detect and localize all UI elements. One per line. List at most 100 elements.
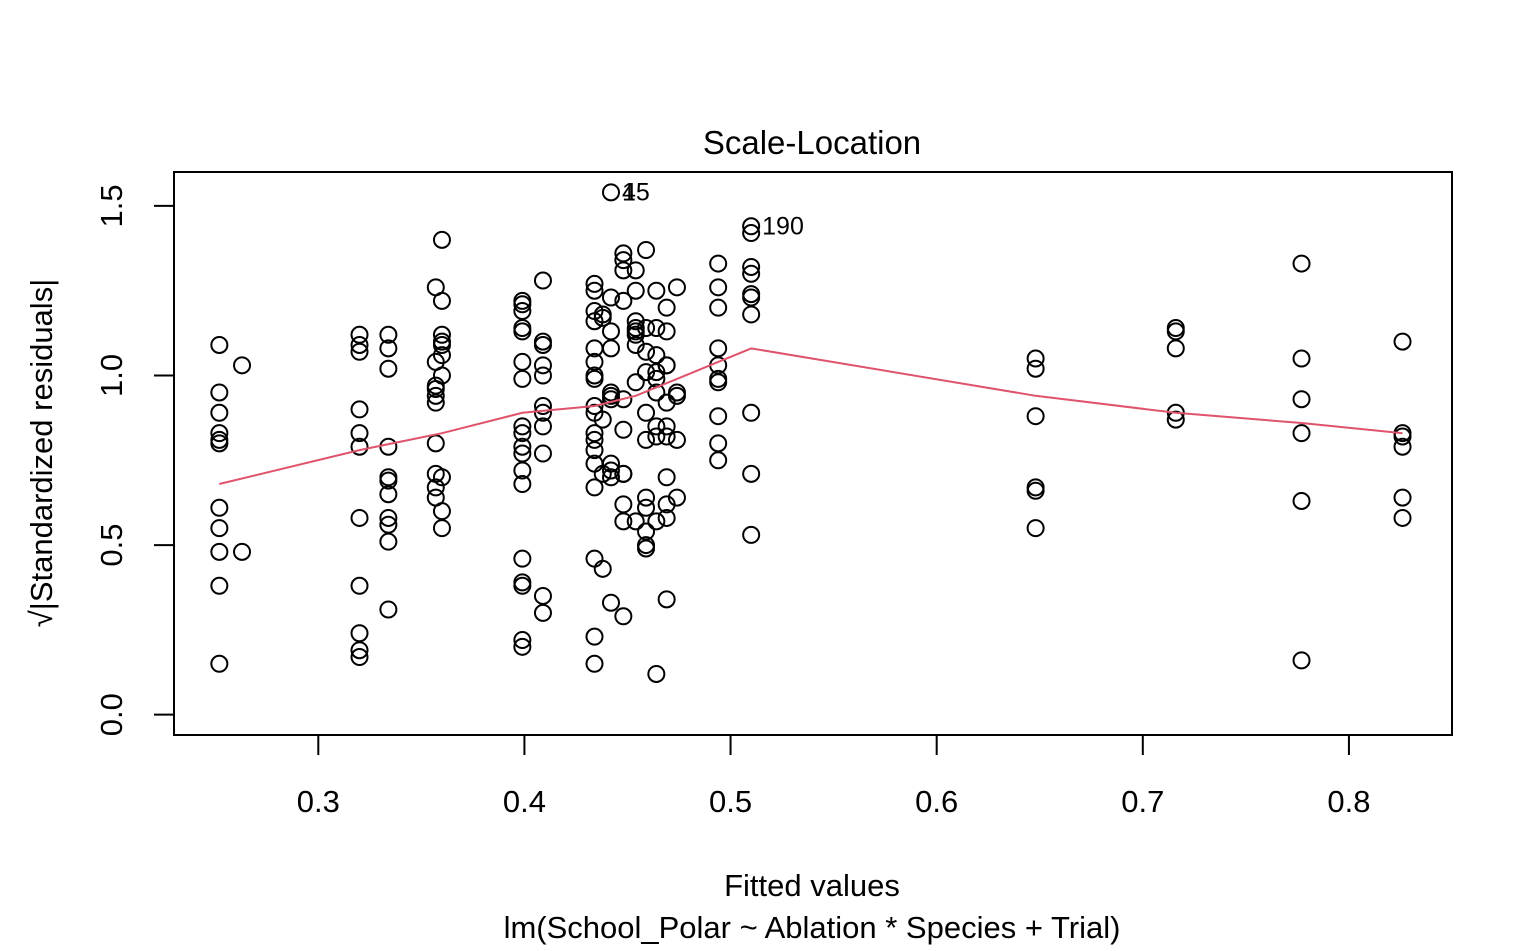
residual-point	[1292, 390, 1311, 409]
residual-point	[742, 224, 761, 243]
residual-point	[432, 335, 451, 354]
residual-point	[709, 254, 728, 273]
residual-point	[513, 576, 532, 595]
residual-point	[350, 508, 369, 527]
residual-point	[210, 424, 229, 443]
residual-point	[210, 335, 229, 354]
residual-point	[350, 641, 369, 660]
point-annotation: 4	[622, 178, 636, 206]
residual-point	[614, 291, 633, 310]
residual-point	[585, 549, 604, 568]
residual-point	[210, 403, 229, 422]
y-tick-label: 1.0	[94, 354, 129, 397]
residual-point	[210, 654, 229, 673]
y-axis-label: √|Standardized residuals|	[24, 279, 59, 627]
residual-point	[626, 373, 645, 392]
residual-point	[350, 624, 369, 643]
residual-point	[585, 478, 604, 497]
x-tick-label: 0.7	[1121, 784, 1164, 819]
residual-point	[647, 417, 666, 436]
residual-point	[667, 386, 686, 405]
residual-point	[742, 305, 761, 324]
residual-point	[426, 393, 445, 412]
residual-point	[626, 261, 645, 280]
residual-point	[593, 308, 612, 327]
residual-point	[533, 603, 552, 622]
residual-point	[637, 319, 656, 338]
x-tick-label: 0.8	[1327, 784, 1370, 819]
residual-point	[742, 264, 761, 283]
residual-point	[1393, 437, 1412, 456]
residual-point	[614, 495, 633, 514]
residual-point	[513, 631, 532, 650]
residual-point	[426, 386, 445, 405]
residual-point	[637, 403, 656, 422]
x-tick-label: 0.3	[297, 784, 340, 819]
residual-point	[709, 407, 728, 426]
residual-point	[1292, 349, 1311, 368]
residual-point	[432, 325, 451, 344]
x-axis: 0.3 0.4 0.5 0.6 0.7 0.8	[297, 734, 1370, 819]
point-annotation: 190	[762, 212, 804, 240]
residual-point	[426, 478, 445, 497]
residual-point	[601, 183, 620, 202]
residual-point	[350, 342, 369, 361]
residual-point	[614, 251, 633, 270]
residual-point	[742, 257, 761, 276]
residual-point	[432, 291, 451, 310]
residual-point	[350, 424, 369, 443]
residual-point	[350, 647, 369, 666]
residual-point	[432, 366, 451, 385]
y-tick-label: 0.5	[94, 524, 129, 567]
residual-point	[657, 322, 676, 341]
residual-point	[742, 464, 761, 483]
residual-point	[533, 271, 552, 290]
residual-point	[379, 532, 398, 551]
residual-point	[647, 512, 666, 531]
residual-point	[742, 403, 761, 422]
residual-point	[1292, 254, 1311, 273]
residual-point	[210, 498, 229, 517]
residual-point	[432, 502, 451, 521]
residual-point	[585, 369, 604, 388]
residual-point	[210, 519, 229, 538]
residual-point	[350, 437, 369, 456]
residual-point	[637, 488, 656, 507]
residual-point	[379, 600, 398, 619]
residual-point	[513, 461, 532, 480]
residual-point	[379, 508, 398, 527]
residual-point	[601, 322, 620, 341]
residual-point	[742, 217, 761, 236]
residual-point	[513, 424, 532, 443]
residual-point	[742, 525, 761, 544]
residual-points	[210, 183, 1412, 683]
residual-point	[379, 325, 398, 344]
residual-point	[585, 281, 604, 300]
residual-point	[614, 464, 633, 483]
residual-point	[709, 434, 728, 453]
residual-point	[601, 461, 620, 480]
y-tick-label: 0.0	[94, 693, 129, 736]
y-tick-label: 1.5	[94, 184, 129, 227]
residual-point	[647, 346, 666, 365]
residual-point	[533, 397, 552, 416]
residual-point	[657, 417, 676, 436]
chart-title: Scale-Location	[703, 124, 921, 161]
residual-point	[709, 278, 728, 297]
residual-point	[379, 485, 398, 504]
residual-point	[513, 352, 532, 371]
residual-point	[614, 420, 633, 439]
residual-point	[379, 339, 398, 358]
residual-point	[210, 542, 229, 561]
residual-point	[657, 590, 676, 609]
residual-point	[593, 559, 612, 578]
residual-point	[626, 512, 645, 531]
residual-point	[1026, 481, 1045, 500]
residual-point	[657, 468, 676, 487]
residual-point	[601, 288, 620, 307]
residual-point	[585, 627, 604, 646]
residual-point	[637, 498, 656, 517]
residual-point	[637, 539, 656, 558]
residual-point	[614, 261, 633, 280]
